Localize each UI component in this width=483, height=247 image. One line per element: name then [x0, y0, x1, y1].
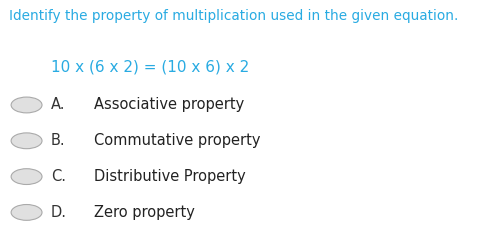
Text: Distributive Property: Distributive Property	[94, 169, 246, 184]
Circle shape	[11, 133, 42, 149]
Circle shape	[11, 205, 42, 220]
Text: Zero property: Zero property	[94, 205, 195, 220]
Text: A.: A.	[51, 98, 65, 112]
Text: 10 x (6 x 2) = (10 x 6) x 2: 10 x (6 x 2) = (10 x 6) x 2	[51, 59, 249, 74]
Circle shape	[11, 97, 42, 113]
Text: Associative property: Associative property	[94, 98, 244, 112]
Text: Commutative property: Commutative property	[94, 133, 261, 148]
Text: Identify the property of multiplication used in the given equation.: Identify the property of multiplication …	[9, 9, 458, 23]
Circle shape	[11, 169, 42, 185]
Text: B.: B.	[51, 133, 65, 148]
Text: C.: C.	[51, 169, 66, 184]
Text: D.: D.	[51, 205, 67, 220]
